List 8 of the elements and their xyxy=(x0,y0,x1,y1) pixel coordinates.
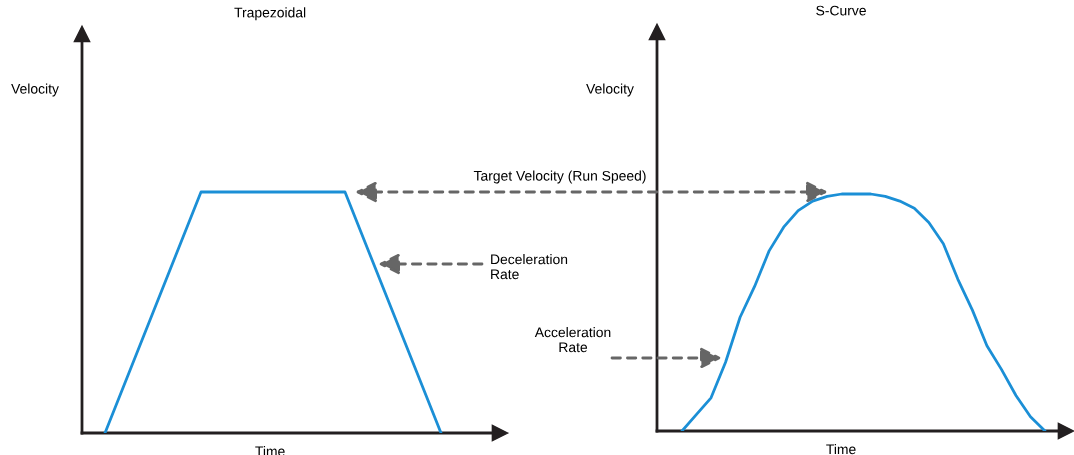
annotation: Deceleration Rate xyxy=(491,254,568,280)
y-axis-title: Velocity xyxy=(586,83,634,97)
text: Acceleration Rate xyxy=(534,327,611,353)
chart-title: Trapezoidal xyxy=(234,7,306,21)
chart-title: S-Curve xyxy=(816,5,866,16)
y-axis-title: Velocity xyxy=(11,83,59,97)
x-axis-title: Time xyxy=(826,444,856,455)
text: Target Velocity (Run Speed) xyxy=(473,170,646,184)
